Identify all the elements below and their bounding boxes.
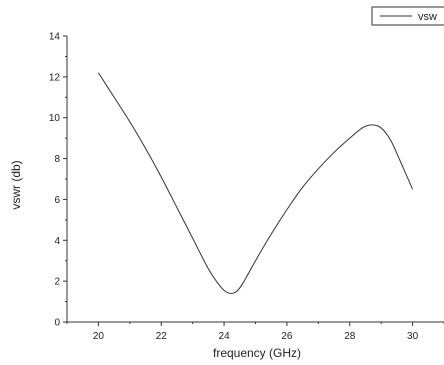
y-tick-label: 2 [54, 277, 60, 288]
y-tick-label: 10 [49, 113, 61, 124]
y-tick-label: 14 [49, 32, 61, 43]
y-tick-label: 12 [49, 72, 61, 83]
legend-label: vsw [418, 11, 437, 23]
x-tick-label: 22 [156, 331, 168, 342]
y-tick-label: 6 [54, 195, 60, 206]
y-tick-label: 8 [54, 154, 60, 165]
x-tick-label: 26 [281, 331, 293, 342]
series-layer [98, 73, 412, 294]
x-axis-title: frequency (GHz) [213, 346, 301, 360]
series-line-vsw [98, 73, 412, 294]
y-tick-label: 4 [54, 236, 60, 247]
y-axis-title: vswr (db) [9, 160, 23, 209]
x-tick-label: 20 [93, 331, 105, 342]
legend: vsw [372, 7, 444, 25]
y-tick-label: 0 [54, 318, 60, 329]
x-tick-label: 24 [219, 331, 231, 342]
x-tick-label: 30 [407, 331, 419, 342]
x-tick-label: 28 [344, 331, 356, 342]
